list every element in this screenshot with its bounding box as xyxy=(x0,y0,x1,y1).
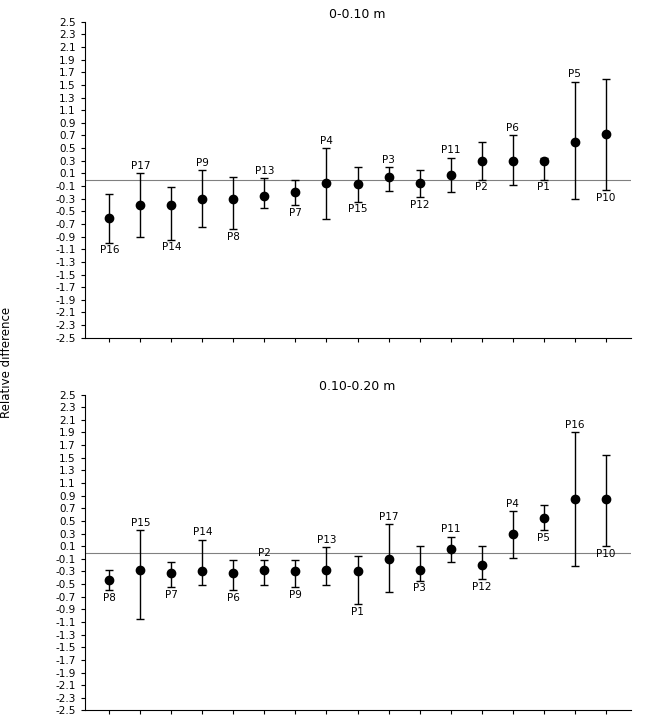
Text: P17: P17 xyxy=(379,512,398,521)
Title: 0-0.10 m: 0-0.10 m xyxy=(330,7,385,20)
Text: P3: P3 xyxy=(382,154,395,165)
Text: P10: P10 xyxy=(596,193,616,203)
Title: 0.10-0.20 m: 0.10-0.20 m xyxy=(319,381,396,394)
Text: P13: P13 xyxy=(255,166,274,176)
Text: P4: P4 xyxy=(506,499,519,509)
Text: P9: P9 xyxy=(289,590,302,600)
Text: P12: P12 xyxy=(410,200,429,210)
Text: P15: P15 xyxy=(131,518,150,528)
Text: P16: P16 xyxy=(565,420,584,430)
Text: P6: P6 xyxy=(506,123,519,133)
Text: P2: P2 xyxy=(258,547,271,558)
Text: P9: P9 xyxy=(196,158,209,167)
Text: P2: P2 xyxy=(475,182,488,192)
Text: P14: P14 xyxy=(192,527,212,537)
Text: P8: P8 xyxy=(227,231,240,241)
Text: P17: P17 xyxy=(131,161,150,171)
Text: P1: P1 xyxy=(537,182,550,192)
Text: P4: P4 xyxy=(320,136,333,146)
Text: P6: P6 xyxy=(227,593,240,603)
Text: P8: P8 xyxy=(103,593,116,603)
Text: P13: P13 xyxy=(317,535,336,545)
Text: P12: P12 xyxy=(472,581,491,592)
Text: P5: P5 xyxy=(568,70,581,79)
Text: P16: P16 xyxy=(99,246,119,255)
Text: P15: P15 xyxy=(348,204,367,215)
Text: Relative difference: Relative difference xyxy=(0,307,13,418)
Text: P11: P11 xyxy=(441,145,460,155)
Text: P10: P10 xyxy=(596,549,616,559)
Text: P5: P5 xyxy=(537,533,550,543)
Text: P1: P1 xyxy=(351,607,364,617)
Text: P3: P3 xyxy=(413,584,426,594)
Text: P7: P7 xyxy=(165,590,178,600)
Text: P14: P14 xyxy=(162,242,181,252)
Text: P11: P11 xyxy=(441,524,460,534)
Text: P7: P7 xyxy=(289,207,302,218)
